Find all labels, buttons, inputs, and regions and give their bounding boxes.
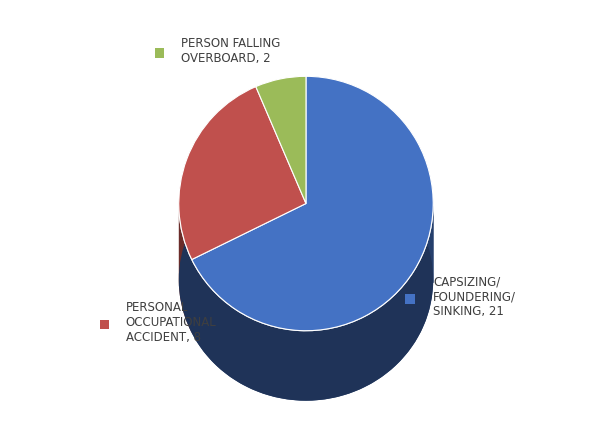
Ellipse shape xyxy=(178,159,433,401)
Wedge shape xyxy=(178,86,306,259)
Wedge shape xyxy=(192,76,433,331)
FancyBboxPatch shape xyxy=(100,320,109,329)
Wedge shape xyxy=(178,86,306,259)
Wedge shape xyxy=(256,76,306,204)
FancyBboxPatch shape xyxy=(405,294,415,304)
Polygon shape xyxy=(192,206,433,401)
Wedge shape xyxy=(192,76,433,331)
Wedge shape xyxy=(256,76,306,204)
Text: PERSON FALLING
OVERBOARD, 2: PERSON FALLING OVERBOARD, 2 xyxy=(181,37,280,65)
Polygon shape xyxy=(178,205,192,333)
Text: CAPSIZING/
FOUNDERING/
SINKING, 21: CAPSIZING/ FOUNDERING/ SINKING, 21 xyxy=(433,275,516,318)
FancyBboxPatch shape xyxy=(155,48,164,58)
Text: PERSONAL
OCCUPATIONAL
ACCIDENT, 8: PERSONAL OCCUPATIONAL ACCIDENT, 8 xyxy=(126,301,217,344)
